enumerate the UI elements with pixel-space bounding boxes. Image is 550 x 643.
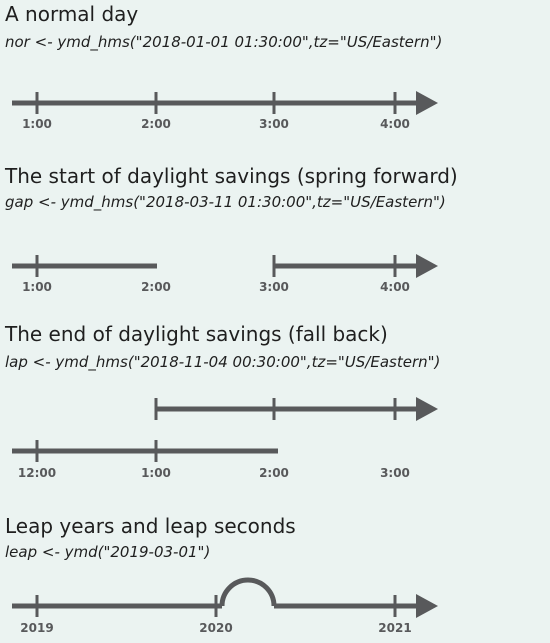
tick-label: 4:00 xyxy=(380,280,410,294)
arrow-head-icon xyxy=(416,397,438,421)
timeline-normal-day: 1:00 2:00 3:00 4:00 xyxy=(12,91,438,131)
tick-label: 2:00 xyxy=(141,280,171,294)
tick-label: 2:00 xyxy=(141,117,171,131)
tick-label: 1:00 xyxy=(22,280,52,294)
section-title-leap: Leap years and leap seconds xyxy=(5,514,296,538)
tick-label: 1:00 xyxy=(141,466,171,480)
tick-label: 2019 xyxy=(20,621,53,635)
code-fall-back: lap <- ymd_hms("2018-11-04 00:30:00",tz=… xyxy=(5,353,441,371)
arrow-head-icon xyxy=(416,91,438,115)
tick-label: 4:00 xyxy=(380,117,410,131)
tick-label: 2020 xyxy=(199,621,232,635)
tick-label: 2:00 xyxy=(259,466,289,480)
arrow-head-icon xyxy=(416,254,438,278)
timeline-leap: 2019 2020 2021 xyxy=(12,577,438,635)
arrow-head-icon xyxy=(416,594,438,618)
timeline-fall-back: 12:00 1:00 2:00 3:00 xyxy=(12,397,438,480)
code-normal-day: nor <- ymd_hms("2018-01-01 01:30:00",tz=… xyxy=(5,33,443,51)
tick-label: 3:00 xyxy=(259,117,289,131)
tick-label: 1:00 xyxy=(22,117,52,131)
code-leap: leap <- ymd("2019-03-01") xyxy=(5,543,211,561)
section-title-spring-forward: The start of daylight savings (spring fo… xyxy=(5,164,458,188)
timeline-spring-forward: 1:00 2:00 3:00 4:00 xyxy=(12,254,438,294)
code-spring-forward: gap <- ymd_hms("2018-03-11 01:30:00",tz=… xyxy=(5,193,446,211)
tick-label: 2021 xyxy=(378,621,411,635)
tick-label: 12:00 xyxy=(18,466,56,480)
section-title-fall-back: The end of daylight savings (fall back) xyxy=(5,322,388,346)
tick-label: 3:00 xyxy=(380,466,410,480)
section-title-normal-day: A normal day xyxy=(5,2,139,26)
leap-arc xyxy=(219,577,277,607)
tick-label: 3:00 xyxy=(259,280,289,294)
